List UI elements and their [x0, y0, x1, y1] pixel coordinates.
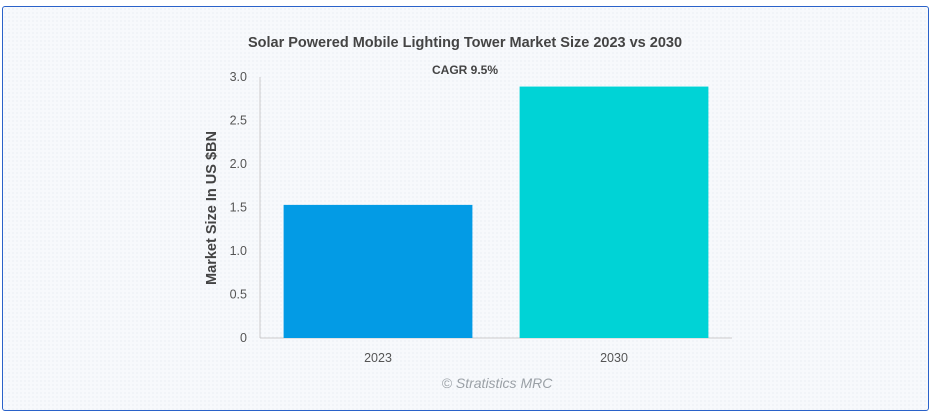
x-tick-label: 2023: [364, 351, 392, 365]
bars: [283, 86, 709, 338]
chart-subtitle: CAGR 9.5%: [432, 63, 498, 77]
y-tick-label: 2.0: [230, 157, 247, 171]
y-axis-label: Market Size In US $BN: [204, 131, 220, 285]
y-tick-label: 0.5: [230, 288, 247, 302]
x-tick-label: 2030: [600, 351, 628, 365]
bar-2023[interactable]: [283, 204, 473, 338]
x-ticks: 2023 2030: [364, 351, 628, 365]
chart-title: Solar Powered Mobile Lighting Tower Mark…: [248, 35, 682, 51]
y-ticks: 0 0.5 1.0 1.5 2.0 2.5 3.0: [230, 70, 247, 345]
y-tick-label: 2.5: [230, 114, 247, 128]
y-tick-label: 3.0: [230, 70, 247, 84]
bar-2030[interactable]: [519, 86, 709, 338]
y-tick-label: 1.5: [230, 201, 247, 215]
y-tick-label: 1.0: [230, 244, 247, 258]
y-tick-label: 0: [240, 331, 247, 345]
credit-text: © Stratistics MRC: [442, 375, 554, 391]
